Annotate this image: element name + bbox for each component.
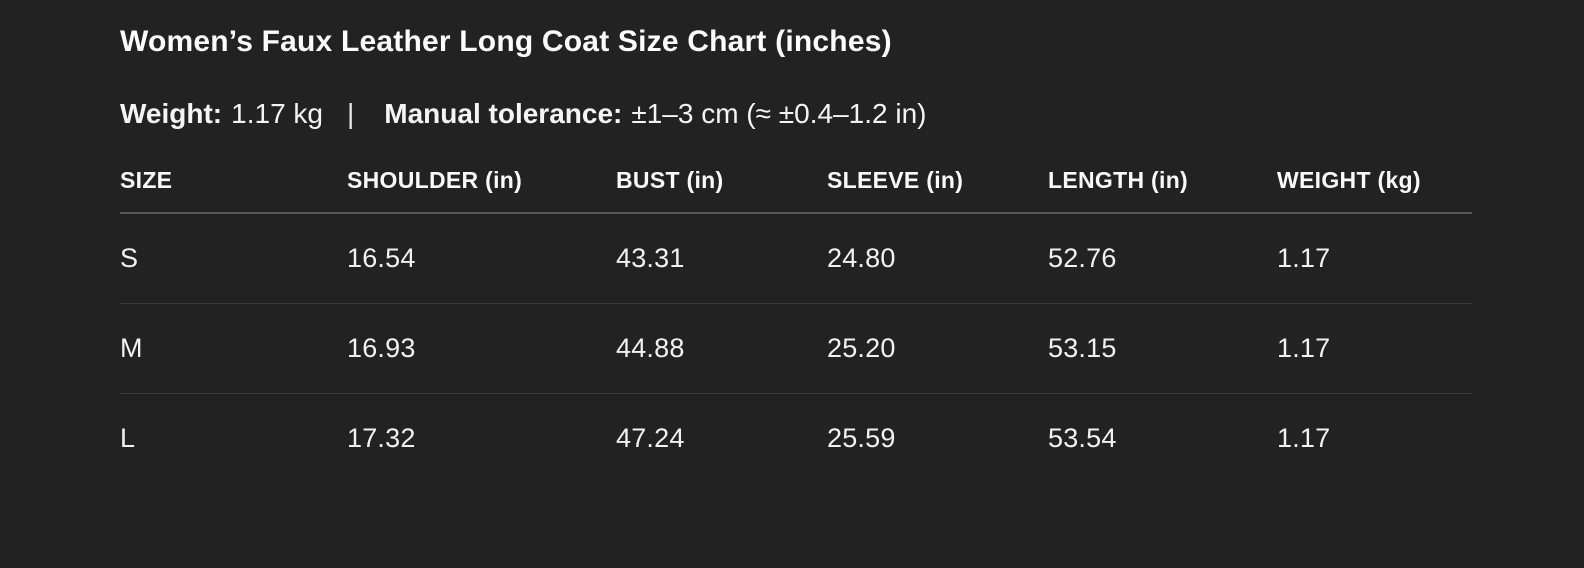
table-header: SIZE SHOULDER (in) BUST (in) SLEEVE (in)…: [120, 168, 1472, 214]
column-header-weight: WEIGHT (kg): [1277, 168, 1472, 214]
cell-sleeve: 25.59: [827, 422, 896, 453]
header-row: SIZE SHOULDER (in) BUST (in) SLEEVE (in)…: [120, 168, 1472, 214]
cell-shoulder: 16.93: [347, 332, 416, 363]
cell-size: L: [120, 422, 136, 453]
column-header-size: SIZE: [120, 168, 347, 214]
column-header-sleeve: SLEEVE (in): [827, 168, 1048, 214]
cell-weight: 1.17: [1277, 242, 1331, 273]
cell-sleeve: 24.80: [827, 242, 896, 273]
table-row-l: L 17.32 47.24 25.59 53.54 1.17: [120, 393, 1472, 483]
cell-bust: 44.88: [616, 332, 685, 363]
size-chart-table: SIZE SHOULDER (in) BUST (in) SLEEVE (in)…: [120, 168, 1472, 483]
cell-shoulder: 17.32: [347, 422, 416, 453]
table-row-s: S 16.54 43.31 24.80 52.76 1.17: [120, 213, 1472, 303]
meta-separator: |: [347, 98, 355, 129]
page-title: Women’s Faux Leather Long Coat Size Char…: [120, 25, 892, 58]
cell-length: 53.15: [1048, 332, 1117, 363]
cell-length: 53.54: [1048, 422, 1117, 453]
table-row-m: M 16.93 44.88 25.20 53.15 1.17: [120, 303, 1472, 393]
weight-label: Weight:: [120, 98, 223, 129]
column-header-shoulder: SHOULDER (in): [347, 168, 616, 214]
cell-weight: 1.17: [1277, 422, 1331, 453]
column-header-length: LENGTH (in): [1048, 168, 1277, 214]
cell-bust: 47.24: [616, 422, 685, 453]
cell-size: S: [120, 242, 139, 273]
cell-bust: 43.31: [616, 242, 685, 273]
cell-shoulder: 16.54: [347, 242, 416, 273]
cell-weight: 1.17: [1277, 332, 1331, 363]
cell-length: 52.76: [1048, 242, 1117, 273]
tolerance-label: Manual tolerance:: [384, 98, 623, 129]
cell-size: M: [120, 332, 143, 363]
table-body: S 16.54 43.31 24.80 52.76 1.17 M 16.93 4…: [120, 213, 1472, 483]
cell-sleeve: 25.20: [827, 332, 896, 363]
weight-value: 1.17 kg: [231, 98, 323, 129]
tolerance-value: ±1–3 cm (≈ ±0.4–1.2 in): [631, 98, 927, 129]
column-header-bust: BUST (in): [616, 168, 827, 214]
meta-line: Weight: 1.17 kg | Manual tolerance: ±1–3 cm …: [120, 99, 1584, 129]
